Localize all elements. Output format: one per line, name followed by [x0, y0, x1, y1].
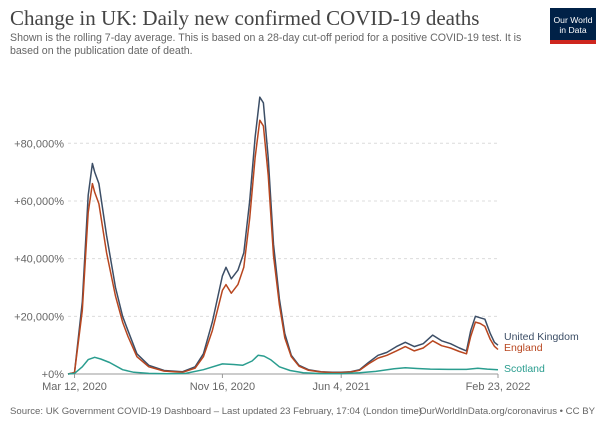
- x-tick-label: Feb 23, 2022: [466, 381, 531, 393]
- chart-subtitle: Shown is the rolling 7-day average. This…: [10, 32, 522, 57]
- owid-logo[interactable]: Our World in Data: [550, 8, 596, 44]
- logo-line-1: Our World: [553, 15, 593, 25]
- logo-line-2: in Data: [559, 25, 587, 35]
- series-line-united-kingdom: [67, 96, 499, 375]
- y-tick-label: +0%: [42, 369, 65, 381]
- y-tick-label: +60,000%: [14, 196, 64, 208]
- y-tick-label: +40,000%: [14, 254, 64, 266]
- x-tick-label: Jun 4, 2021: [312, 381, 370, 393]
- series-line-england: [67, 119, 499, 375]
- series-line-scotland: [67, 354, 499, 375]
- legend-label-united-kingdom: United Kingdom: [504, 331, 579, 343]
- credit-link[interactable]: OurWorldInData.org/coronavirus • CC BY: [419, 406, 595, 417]
- source-note: Source: UK Government COVID-19 Dashboard…: [10, 406, 423, 417]
- legend-label-scotland: Scotland: [504, 363, 545, 375]
- y-tick-label: +20,000%: [14, 311, 64, 323]
- y-tick-label: +80,000%: [14, 138, 64, 150]
- x-tick-label: Mar 12, 2020: [42, 381, 107, 393]
- x-tick-label: Nov 16, 2020: [190, 381, 255, 393]
- y-axis-ticks: +0% +20,000% +40,000% +60,000% +80,000%: [14, 138, 64, 381]
- line-chart: +0% +20,000% +40,000% +60,000% +80,000% Mar …: [14, 96, 579, 393]
- legend-label-england: England: [504, 342, 543, 354]
- chart-title: Change in UK: Daily new confirmed COVID-…: [10, 6, 480, 30]
- gridlines: [68, 142, 498, 375]
- x-axis-ticks: Mar 12, 2020 Nov 16, 2020 Jun 4, 2021 Feb 2…: [42, 374, 530, 393]
- series-lines: [67, 96, 499, 375]
